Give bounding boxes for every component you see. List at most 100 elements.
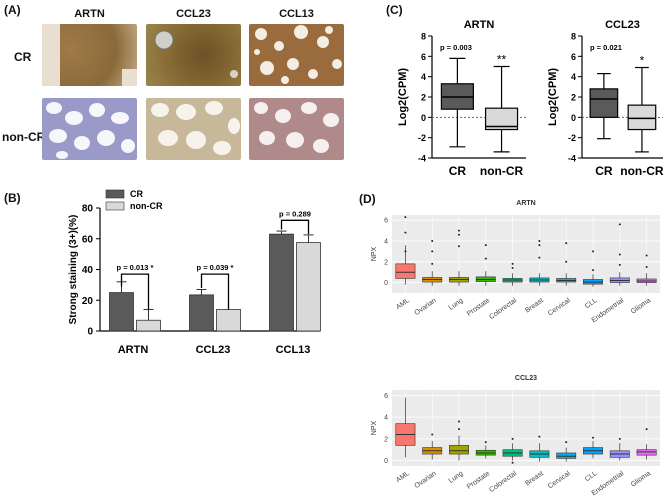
outlier-point	[458, 245, 460, 248]
x-category-label: Glioma	[630, 470, 652, 489]
panel-label-b: (B)	[4, 191, 21, 205]
y-tick-label: 8	[421, 32, 426, 42]
box-non-cr	[627, 104, 657, 131]
p-value-label: p = 0.021	[590, 43, 622, 52]
significance-stars: *	[640, 54, 645, 68]
y-axis-title: NPX	[371, 420, 378, 435]
panel-label-c: (C)	[386, 3, 403, 17]
ihc-row-label-non-cr: non-CR	[2, 130, 46, 144]
box-cervical	[556, 452, 577, 459]
outlier-point	[458, 233, 460, 236]
outlier-point	[538, 244, 541, 247]
outlier-point	[431, 433, 434, 436]
outlier-point	[592, 269, 594, 272]
y-tick-label: 6	[571, 52, 576, 62]
x-category-label: CCL13	[276, 344, 311, 356]
ihc-column-label-ccl13: CCL13	[279, 8, 314, 20]
chart-title: ARTN	[516, 200, 535, 207]
outlier-point	[511, 437, 514, 440]
outlier-point	[618, 437, 621, 440]
bar-non-cr-ccl13	[296, 242, 321, 332]
y-tick-label: 2	[421, 93, 426, 103]
significance-bracket	[200, 273, 230, 310]
outlier-point	[645, 254, 648, 257]
ihc-column-label-ccl23: CCL23	[176, 8, 211, 20]
outlier-point	[618, 263, 621, 266]
outlier-point	[565, 242, 568, 245]
y-tick-label: 4	[384, 415, 388, 422]
y-tick-label: -4	[418, 154, 426, 164]
x-category-label: Lung	[448, 470, 465, 485]
x-category-label: Colorectal	[488, 297, 518, 321]
x-category-label: Cervical	[547, 297, 572, 317]
x-category-label: CLL	[584, 297, 599, 310]
x-category-label: Colorectal	[488, 470, 518, 494]
outlier-point	[458, 420, 460, 423]
outlier-point	[592, 436, 594, 439]
y-tick-label: -2	[568, 133, 576, 143]
ihc-image-noncr-ccl13	[249, 98, 344, 160]
y-tick-label: 4	[571, 72, 576, 82]
y-tick-label: 60	[82, 234, 94, 245]
x-category-label: Breast	[524, 470, 545, 487]
box-non-cr	[484, 107, 519, 131]
outlier-point	[538, 240, 541, 242]
outlier-point	[484, 257, 487, 260]
bar-cr-artn	[109, 292, 134, 332]
x-category-label: non-CR	[620, 164, 664, 178]
outlier-point	[431, 250, 434, 253]
significance-stars: **	[497, 53, 507, 67]
p-value-label: p = 0.289	[279, 209, 311, 218]
significance-bracket	[120, 273, 150, 310]
y-tick-label: -4	[568, 154, 576, 164]
ihc-column-label-artn: ARTN	[74, 8, 105, 20]
y-tick-label: 20	[82, 296, 94, 307]
bar-cr-ccl23	[189, 294, 214, 332]
x-category-label: CLL	[584, 470, 599, 483]
x-category-label: CCL23	[196, 344, 231, 356]
y-axis-title: Log2(CPM)	[547, 68, 559, 126]
outlier-point	[645, 266, 648, 268]
p-value-label: p = 0.013 *	[117, 263, 154, 272]
ihc-image-cr-ccl13	[249, 24, 344, 86]
y-tick-label: 4	[384, 239, 388, 246]
x-category-label: Lung	[448, 297, 465, 312]
y-tick-label: 0	[571, 113, 576, 123]
box-aml	[395, 263, 416, 279]
legend-swatch	[105, 189, 125, 199]
y-axis-title: Strong staining (3+)(%)	[68, 215, 79, 325]
y-tick-label: -2	[418, 133, 426, 143]
y-tick-label: 6	[384, 393, 388, 400]
panel-label-d: (D)	[359, 192, 376, 206]
y-tick-label: 6	[384, 218, 388, 225]
ihc-image-cr-ccl23	[146, 24, 241, 86]
y-tick-label: 2	[384, 436, 388, 443]
outlier-point	[592, 250, 594, 253]
y-tick-label: 2	[571, 93, 576, 103]
y-tick-label: 0	[384, 280, 388, 287]
y-tick-label: 80	[82, 204, 94, 215]
chart-title: CCL23	[515, 375, 537, 382]
outlier-point	[538, 435, 541, 438]
x-category-label: AML	[395, 297, 411, 311]
y-axis-title: Log2(CPM)	[397, 68, 409, 126]
outlier-point	[431, 262, 434, 265]
x-category-label: Glioma	[630, 297, 652, 316]
x-category-label: ARTN	[118, 344, 149, 356]
y-tick-label: 2	[384, 259, 388, 266]
outlier-point	[538, 256, 541, 259]
legend-label: CR	[130, 189, 143, 199]
x-category-label: Cervical	[547, 470, 572, 490]
outlier-point	[511, 267, 514, 270]
x-category-label: AML	[395, 470, 411, 484]
outlier-point	[511, 262, 514, 265]
ihc-image-noncr-artn	[42, 98, 137, 160]
y-tick-label: 0	[421, 113, 426, 123]
y-tick-label: 4	[421, 72, 426, 82]
outlier-point	[458, 229, 460, 232]
box-glioma	[636, 449, 657, 456]
x-category-label: non-CR	[480, 164, 524, 178]
chart-title: CCL23	[605, 19, 640, 31]
